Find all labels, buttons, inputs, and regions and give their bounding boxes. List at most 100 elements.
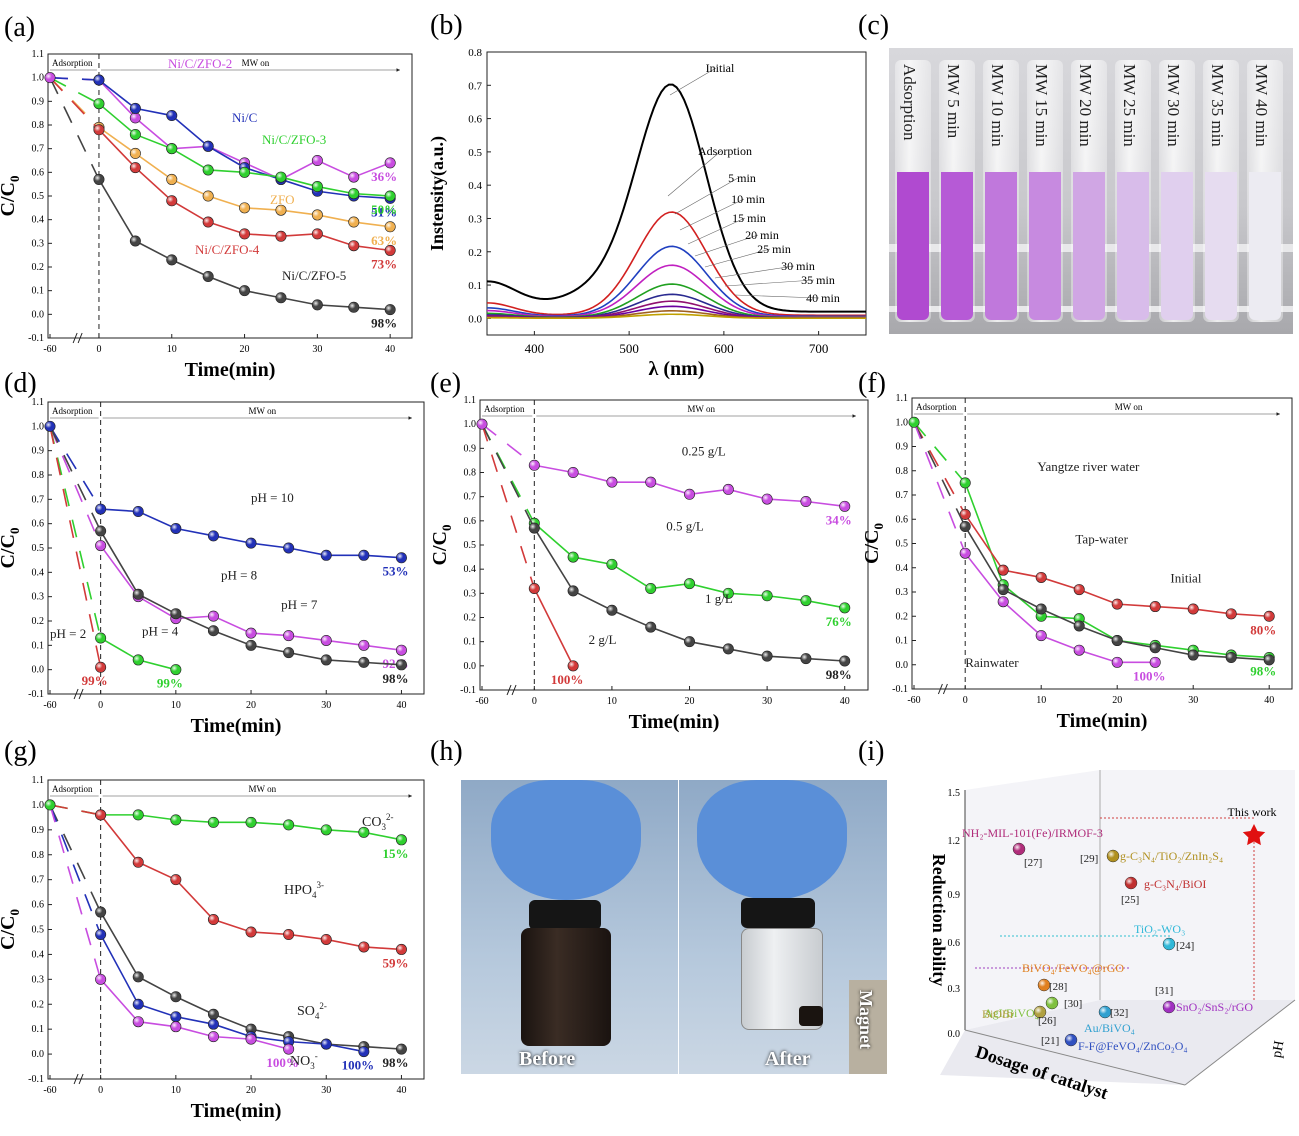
y-tick-label: 1.0 [32, 421, 45, 432]
data-point-shine [133, 1016, 144, 1027]
series-name-label: Initial [1170, 570, 1201, 585]
y-tick-label: 0.8 [464, 468, 477, 479]
x-axis-label: Time(min) [185, 359, 276, 381]
leader-line [679, 198, 745, 231]
z-axis-line [1184, 999, 1296, 1086]
mw-on-label: MW on [249, 784, 277, 794]
y-tick-label: 0.0 [32, 309, 45, 320]
y-tick-label: 0.8 [32, 470, 45, 481]
y-tick-label: 0.2 [464, 613, 477, 624]
data-point-shine [239, 285, 250, 296]
series-name-label: pH = 4 [142, 624, 179, 639]
data-point-shine [95, 525, 106, 537]
x-tick-label: 600 [714, 341, 734, 356]
cuvette: MW 5 min [939, 60, 975, 322]
chart-a: -0.1 0.0 0.1 0.2 0.3 0.4 0.5 0.6 0.7 0.8 0.9 1.0 1.1… [0, 49, 413, 381]
cuvette-liquid [897, 172, 929, 320]
cuvette-label: MW 10 min [988, 64, 1007, 147]
data-point-shine [348, 302, 359, 313]
spectrum-label: Initial [706, 61, 735, 75]
cuvette-label: MW 20 min [1076, 64, 1095, 147]
data-point-shine [396, 834, 407, 845]
y-axis-label: Instensity(a.u.) [427, 136, 448, 251]
spectrum-label: 10 min [731, 192, 765, 206]
data-point-shine [208, 610, 219, 622]
y-tick-label: 0.9 [32, 446, 45, 457]
data-point-shine [1150, 642, 1161, 653]
data-point-shine [960, 477, 971, 489]
y-tick-label: 0.0 [32, 1049, 45, 1060]
data-point-shine [384, 245, 396, 256]
label-nic-zfo3: Ni/C/ZFO-3 [262, 132, 326, 147]
y-tick-label: 0.2 [468, 247, 482, 259]
series-no3: 100% [49, 804, 299, 1070]
data-point-shine [396, 944, 407, 955]
data-point-shine [130, 235, 141, 247]
series-hpo4: 59% [49, 804, 408, 970]
chart-f: -0.1 0.0 0.1 0.2 0.3 0.4 0.5 0.6 0.7 0.8 0.9 1.0 1.1… [861, 393, 1293, 732]
y-tick-label: 0.0 [896, 660, 909, 671]
series-line [964, 482, 1270, 659]
data-point-shine [384, 304, 396, 315]
y-axis-label-main: C/C [861, 530, 883, 564]
data-point-shine [170, 1011, 182, 1022]
data-point-shine [202, 190, 214, 202]
data-point-shine [321, 550, 332, 561]
y-tick-label: 0.7 [32, 875, 45, 886]
adsorption-label: Adsorption [916, 402, 957, 412]
comparison-point-shine [1065, 1034, 1077, 1046]
y-tick-label: 0.9 [32, 825, 45, 836]
data-point-shine [130, 162, 141, 173]
y-axis-label-main: C/C [429, 531, 451, 565]
x-tick-label: 10 [171, 1085, 181, 1096]
y-axis-label-sub: 0 [439, 525, 454, 532]
data-point-shine [761, 650, 773, 662]
data-point-shine [567, 585, 579, 597]
cuvette-label: MW 15 min [1032, 64, 1051, 147]
adsorption-segment [49, 426, 102, 668]
cuvette: MW 35 min [1203, 60, 1239, 322]
comparison-ref: [21] [1041, 1035, 1059, 1047]
adsorption-segment [481, 423, 536, 529]
data-point-shine [384, 221, 396, 232]
comparison-point-shine [1107, 850, 1119, 862]
data-point-shine [95, 662, 106, 673]
y-tick-label: 0.2 [32, 262, 45, 273]
y-tick-label: 0.6 [32, 167, 45, 178]
y-tick-label: 0.0 [948, 1029, 961, 1040]
this-work-label: This work [1228, 805, 1277, 819]
data-point-shine [1074, 645, 1085, 656]
y-tick-label: 0.5 [896, 539, 909, 550]
data-point-shine [170, 874, 182, 885]
data-point-shine [130, 103, 141, 114]
data-point-shine [1074, 620, 1085, 632]
removal-label: 99% [157, 676, 183, 691]
y-tick-label: 0.2 [896, 611, 909, 622]
data-point-shine [283, 542, 294, 554]
y-tick-label: 0.4 [32, 949, 45, 960]
axis-break [77, 332, 83, 344]
cuvette-label: MW 5 min [944, 64, 963, 139]
y-tick-label: 0.4 [896, 563, 909, 574]
data-point-shine [1150, 601, 1161, 612]
data-point-shine [761, 590, 773, 601]
series-rainwater: 100% Rainwater [913, 421, 1165, 683]
panel-g-annotations: CO32- HPO43- SO42- NO3- [284, 812, 393, 1071]
leader-line [667, 150, 722, 197]
removal-label: 99% [82, 673, 108, 688]
panel-label-e: (e) [430, 368, 461, 399]
x-axis-label: Time(min) [1057, 710, 1148, 732]
data-point-shine [960, 521, 971, 532]
data-point-shine [95, 540, 106, 551]
x-tick-label: 0 [98, 1085, 103, 1096]
y-tick-label: 0.9 [32, 96, 45, 107]
y-tick-label: 0.0 [32, 665, 45, 676]
data-point-shine [1036, 572, 1047, 583]
y-axis-label-main: C/C [0, 916, 19, 950]
y-tick-label: 0.9 [948, 890, 961, 901]
y-tick-label: -0.1 [28, 333, 44, 344]
data-point-shine [208, 1009, 219, 1020]
removal-label: 51% [371, 204, 397, 219]
data-point-shine [723, 484, 734, 495]
y-tick-label: 0.3 [32, 592, 45, 603]
